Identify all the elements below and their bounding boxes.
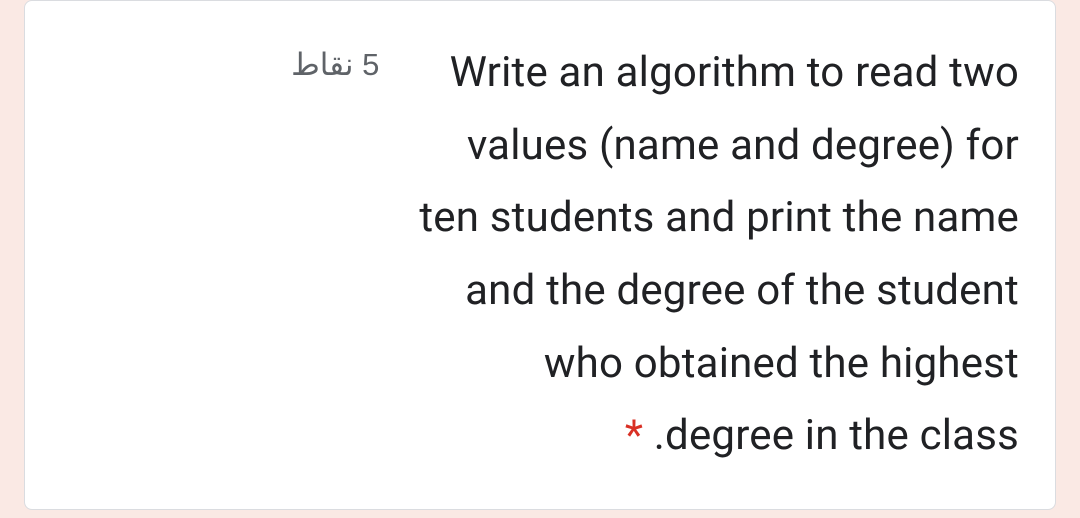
question-card: Write an algorithm to read two values (n… xyxy=(24,0,1056,510)
question-line-6: .degree in the class xyxy=(654,411,1019,460)
question-line-3a: ten xyxy=(419,193,489,242)
question-text: Write an algorithm to read two values (n… xyxy=(419,37,1019,473)
points-label: 5 نقاط xyxy=(291,37,379,83)
question-header: Write an algorithm to read two values (n… xyxy=(61,37,1019,473)
question-line-4: and the degree of the student xyxy=(465,266,1019,315)
question-line-5: who obtained the highest xyxy=(544,339,1019,388)
question-line-2: values (name and degree) for xyxy=(467,121,1019,170)
question-line-1: Write an algorithm to read two xyxy=(450,48,1019,97)
required-asterisk: * xyxy=(625,411,643,460)
question-line-3b: students and print the name xyxy=(490,193,1019,242)
